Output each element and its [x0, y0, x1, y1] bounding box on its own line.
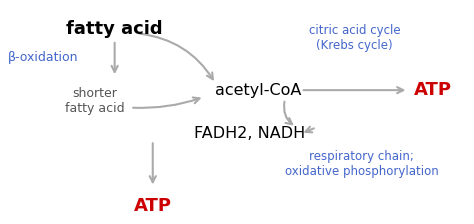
- Text: citric acid cycle
(Krebs cycle): citric acid cycle (Krebs cycle): [309, 24, 401, 52]
- Text: β-oxidation: β-oxidation: [8, 51, 78, 64]
- Text: fatty acid: fatty acid: [66, 20, 163, 38]
- Text: acetyl-CoA: acetyl-CoA: [215, 83, 301, 98]
- Text: respiratory chain;
oxidative phosphorylation: respiratory chain; oxidative phosphoryla…: [285, 151, 439, 179]
- Text: ATP: ATP: [134, 197, 172, 215]
- Text: FADH2, NADH: FADH2, NADH: [193, 126, 305, 141]
- Text: ATP: ATP: [414, 81, 452, 99]
- Text: shorter
fatty acid: shorter fatty acid: [64, 87, 124, 115]
